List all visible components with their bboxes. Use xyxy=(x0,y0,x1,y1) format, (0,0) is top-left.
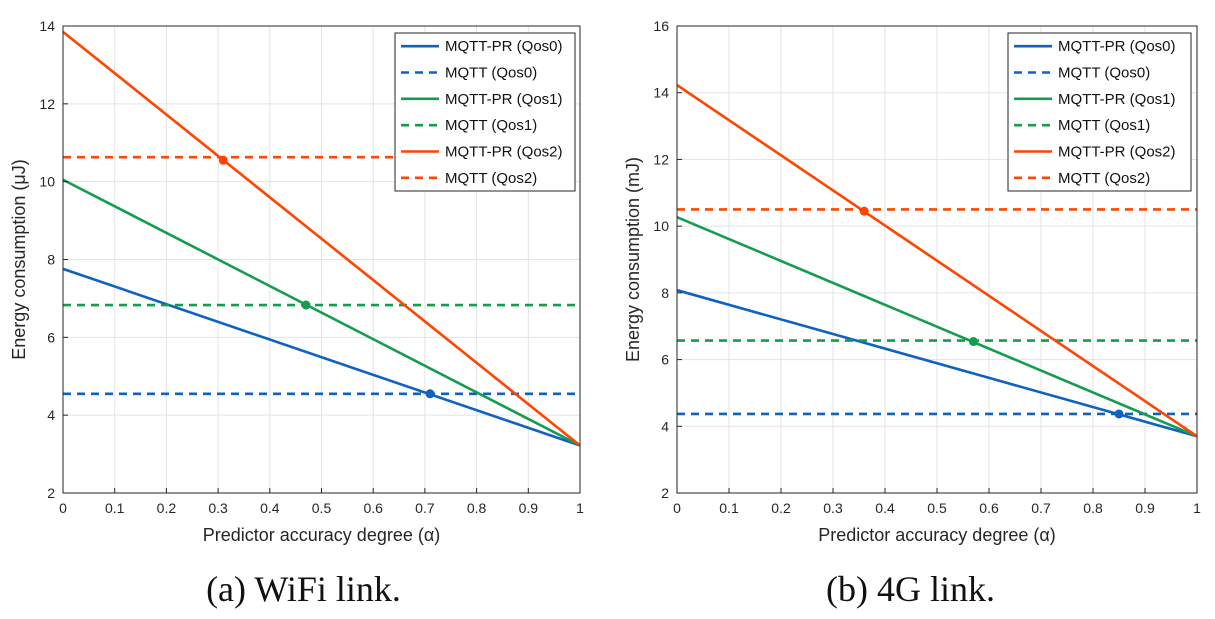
legend-label: MQTT (Qos1) xyxy=(1058,117,1150,134)
x-tick-label: 0 xyxy=(59,500,67,516)
y-tick-label: 2 xyxy=(47,485,55,501)
caption-4g: (b) 4G link. xyxy=(826,569,995,609)
x-tick-label: 0.1 xyxy=(105,500,125,516)
legend-label: MQTT (Qos0) xyxy=(445,65,537,82)
series-line-mqtt-pr-qos0 xyxy=(676,288,1198,438)
x-tick-label: 0.3 xyxy=(823,500,843,516)
x-tick-label: 1 xyxy=(1193,500,1201,516)
x-tick-label: 0.1 xyxy=(719,500,739,516)
y-axis-title: Energy consumption (μJ) xyxy=(9,159,29,359)
legend-label: MQTT-PR (Qos1) xyxy=(1058,91,1176,108)
x-tick-label: 1 xyxy=(576,500,584,516)
x-axis-title: Predictor accuracy degree (α) xyxy=(203,525,441,545)
x-tick-label: 0 xyxy=(673,500,681,516)
intersection-marker xyxy=(859,206,869,216)
x-tick-label: 0.5 xyxy=(312,500,332,516)
y-tick-label: 6 xyxy=(47,329,55,345)
y-tick-label: 8 xyxy=(661,285,669,301)
series-line-mqtt-pr-qos0 xyxy=(62,267,581,447)
x-tick-label: 0.2 xyxy=(771,500,791,516)
y-tick-label: 10 xyxy=(653,218,669,234)
legend: MQTT-PR (Qos0) MQTT (Qos0) MQTT-PR (Qos1) M… xyxy=(1007,32,1192,192)
legend-label: MQTT (Qos2) xyxy=(1058,170,1150,187)
x-tick-label: 0.2 xyxy=(157,500,177,516)
legend-label: MQTT-PR (Qos1) xyxy=(445,91,563,108)
x-tick-label: 0.8 xyxy=(1083,500,1103,516)
x-tick-label: 0.3 xyxy=(208,500,228,516)
y-tick-label: 4 xyxy=(661,418,669,434)
x-tick-label: 0.7 xyxy=(1031,500,1051,516)
x-tick-label: 0.9 xyxy=(519,500,539,516)
intersection-marker xyxy=(1114,409,1124,419)
x-tick-label: 0.6 xyxy=(979,500,999,516)
intersection-marker xyxy=(425,389,435,399)
series-line-mqtt-pr-qos2 xyxy=(676,83,1198,438)
intersection-marker xyxy=(968,337,978,347)
x-axis-title: Predictor accuracy degree (α) xyxy=(818,525,1056,545)
y-tick-label: 6 xyxy=(661,352,669,368)
legend-label: MQTT-PR (Qos0) xyxy=(1058,38,1176,55)
legend-label: MQTT-PR (Qos2) xyxy=(1058,144,1176,161)
legend-label: MQTT (Qos1) xyxy=(445,117,537,134)
legend-label: MQTT (Qos0) xyxy=(1058,65,1150,82)
intersection-marker xyxy=(218,155,228,165)
x-tick-label: 0.6 xyxy=(363,500,383,516)
x-tick-label: 0.9 xyxy=(1135,500,1155,516)
intersection-marker xyxy=(301,300,311,310)
y-axis-title: Energy consumption (mJ) xyxy=(623,157,643,362)
series-line-mqtt-pr-qos1 xyxy=(62,178,581,447)
chart-4g: 0 0.1 0.2 0.3 0.4 0.5 0.6 0.7 0.8 0.9 124681012141… xyxy=(623,18,1201,545)
legend-label: MQTT-PR (Qos2) xyxy=(445,144,563,161)
x-tick-label: 0.8 xyxy=(467,500,487,516)
y-tick-label: 12 xyxy=(39,96,55,112)
legend-box xyxy=(394,32,576,192)
y-tick-label: 14 xyxy=(39,18,55,34)
chart-panel-wifi: 0 0.1 0.2 0.3 0.4 0.5 0.6 0.7 0.8 0.9 1 2 4 6 8 10 12 14 P… xyxy=(0,0,607,619)
legend-label: MQTT-PR (Qos0) xyxy=(445,38,563,55)
series-line-mqtt-pr-qos1 xyxy=(676,215,1198,438)
y-tick-label: 14 xyxy=(653,85,669,101)
x-tick-label: 0.4 xyxy=(260,500,280,516)
x-tick-label: 0.7 xyxy=(415,500,435,516)
y-tick-label: 12 xyxy=(653,151,669,167)
y-tick-label: 8 xyxy=(47,252,55,268)
y-tick-label: 2 xyxy=(661,485,669,501)
chart-wifi: 0 0.1 0.2 0.3 0.4 0.5 0.6 0.7 0.8 0.9 12468101214P… xyxy=(9,18,584,545)
y-tick-label: 4 xyxy=(47,407,55,423)
chart-panel-4g: 0 0.1 0.2 0.3 0.4 0.5 0.6 0.7 0.8 0.9 1 2 4 6 8 10 12 14 1… xyxy=(607,0,1214,619)
x-tick-label: 0.5 xyxy=(927,500,947,516)
caption-wifi: (a) WiFi link. xyxy=(206,569,401,609)
series-line-mqtt-pr-qos2 xyxy=(62,30,581,447)
legend: MQTT-PR (Qos0) MQTT (Qos0) MQTT-PR (Qos1) M… xyxy=(394,32,576,192)
legend-label: MQTT (Qos2) xyxy=(445,170,537,187)
y-tick-label: 10 xyxy=(39,174,55,190)
x-tick-label: 0.4 xyxy=(875,500,895,516)
legend-box xyxy=(1007,32,1192,192)
y-tick-label: 16 xyxy=(653,18,669,34)
